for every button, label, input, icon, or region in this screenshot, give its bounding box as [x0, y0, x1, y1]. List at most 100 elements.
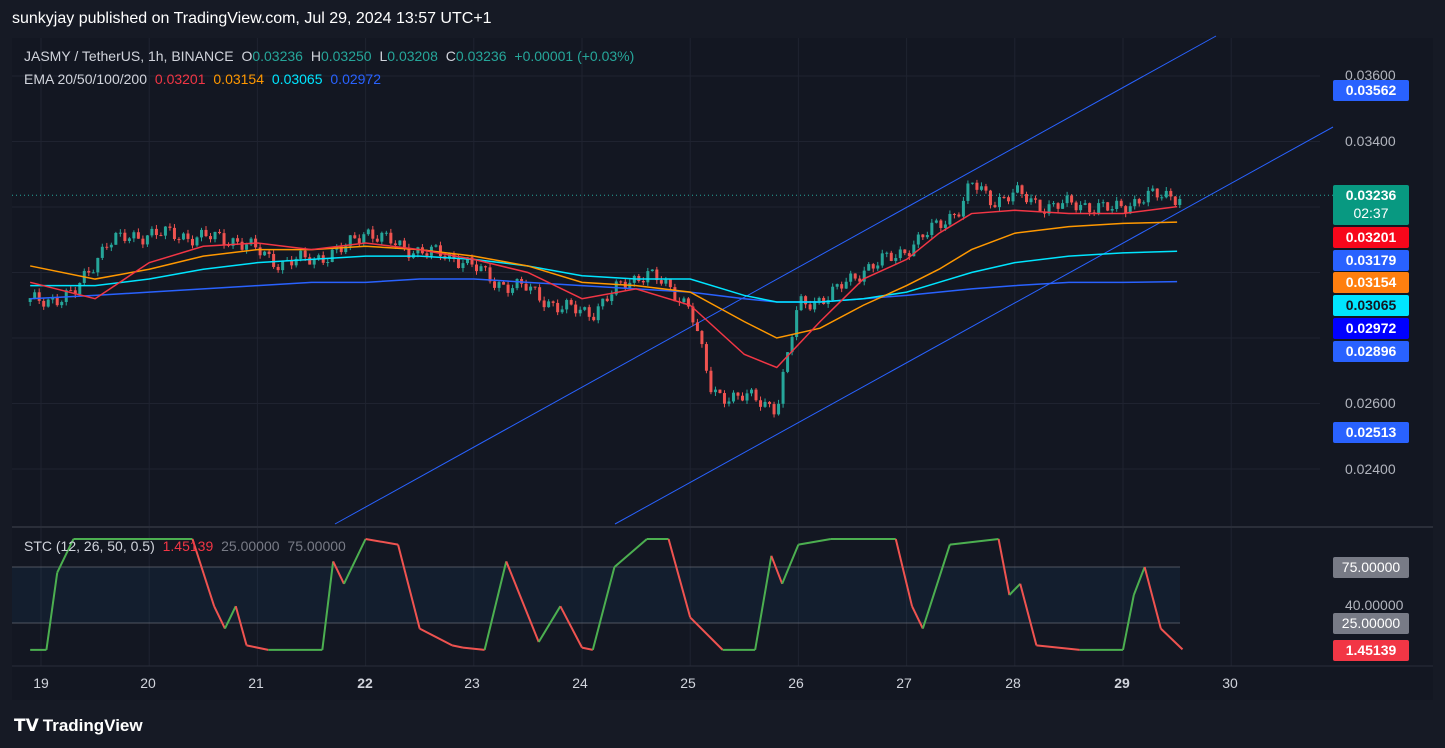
countdown-value: 02:37 — [1353, 205, 1389, 221]
last-price-value: 0.03236 — [1345, 187, 1397, 203]
date-tick: 27 — [896, 675, 912, 691]
candle-body — [556, 302, 560, 313]
candle-body — [353, 235, 357, 239]
stc-segment — [798, 538, 832, 546]
candle-body — [312, 258, 316, 265]
candle-body — [456, 258, 460, 269]
candle-body — [988, 190, 992, 206]
candle-body — [619, 281, 623, 283]
candle-body — [416, 247, 420, 254]
candle-body — [659, 280, 663, 284]
candle-body — [565, 300, 569, 310]
stc-segment — [397, 544, 421, 629]
candle-body — [1142, 202, 1146, 204]
stc-segment — [224, 605, 237, 630]
stc-segment — [343, 538, 367, 585]
stc-segment — [1132, 566, 1146, 596]
candle-body — [465, 257, 469, 264]
candle-body — [1002, 197, 1006, 199]
candle-body — [1173, 196, 1177, 205]
candle-body — [136, 232, 140, 239]
candle-body — [524, 283, 528, 291]
symbol-label[interactable]: JASMY / TetherUS, 1h, BINANCE — [24, 48, 234, 64]
candle-body — [813, 301, 817, 310]
candle-body — [538, 287, 542, 301]
candle-body — [867, 264, 871, 271]
stc-segment — [894, 538, 913, 607]
candle-body — [240, 241, 244, 250]
candle-body — [1047, 204, 1051, 214]
candle-body — [682, 298, 686, 303]
candle-body — [709, 370, 713, 393]
candle-body — [862, 270, 866, 282]
date-tick: 29 — [1114, 675, 1130, 691]
candle-body — [786, 352, 790, 372]
stc-segment — [321, 561, 335, 651]
candle-body — [263, 251, 267, 256]
open-label: O — [241, 48, 253, 64]
candle-body — [28, 298, 32, 302]
candle-body — [840, 284, 844, 289]
candle-body — [943, 224, 947, 228]
close-label: C — [445, 48, 456, 64]
candle-body — [1178, 199, 1182, 205]
stc-value-chip: 1.45139 — [1333, 640, 1409, 661]
candle-body — [204, 229, 208, 237]
stc-segment — [1008, 583, 1021, 596]
candle-body — [60, 302, 64, 306]
candle-body — [447, 253, 451, 259]
candle-body — [700, 331, 704, 345]
candle-body — [934, 220, 938, 223]
candle-body — [799, 296, 803, 311]
stc-segment — [462, 646, 485, 651]
ema100-value: 0.03065 — [271, 71, 323, 87]
chart-frame[interactable] — [12, 38, 1433, 700]
stc-segment — [1143, 566, 1162, 629]
candle-body — [727, 401, 731, 404]
candle-body — [871, 264, 875, 269]
date-tick: 25 — [680, 675, 696, 691]
candle-body — [470, 257, 474, 265]
candle-body — [1097, 203, 1101, 214]
ema-label[interactable]: EMA 20/50/100/200 — [24, 71, 147, 87]
candle-body — [542, 300, 546, 308]
candle-body — [1079, 204, 1083, 211]
ema50-chip: 0.03154 — [1333, 272, 1409, 293]
high-label: H — [310, 48, 321, 64]
candle-body — [281, 260, 285, 271]
candle-body — [885, 252, 889, 254]
candle-body — [118, 232, 122, 234]
candle-body — [997, 197, 1001, 208]
candle-body — [231, 238, 235, 246]
stc-segment — [45, 572, 59, 651]
candle-body — [1070, 195, 1074, 203]
candle-body — [664, 279, 668, 284]
stc-upper: 75.00000 — [287, 538, 346, 554]
candle-body — [1061, 203, 1065, 209]
candle-body — [258, 247, 262, 256]
candle-body — [759, 400, 763, 407]
candle-body — [109, 244, 113, 248]
tradingview-logo[interactable]: 𝗧𝗩 TradingView — [14, 716, 143, 736]
candle-body — [1164, 190, 1168, 198]
candle-body — [650, 269, 654, 272]
candle-body — [1029, 198, 1033, 203]
candle-body — [1151, 188, 1155, 191]
candle-body — [100, 246, 104, 258]
candle-body — [145, 235, 149, 245]
ema20-chip: 0.03201 — [1333, 227, 1409, 248]
candle-body — [475, 264, 479, 272]
date-tick: 26 — [788, 675, 804, 691]
stc-segment — [921, 544, 951, 629]
candle-body — [425, 253, 429, 256]
candle-body — [574, 304, 578, 314]
candle-body — [569, 300, 573, 305]
candle-body — [957, 214, 961, 217]
candle-body — [398, 240, 402, 246]
candle-body — [718, 389, 722, 394]
stc-label[interactable]: STC (12, 26, 50, 0.5) — [24, 538, 155, 554]
candle-body — [1025, 194, 1029, 203]
ema100-line — [30, 250, 1178, 303]
candle-body — [1155, 188, 1159, 198]
